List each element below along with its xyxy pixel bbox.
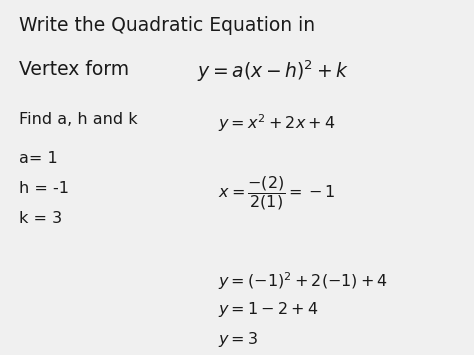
Text: $y = 1 - 2 + 4$: $y = 1 - 2 + 4$: [218, 300, 319, 319]
Text: $y = (-1)^2 + 2(-1) + 4$: $y = (-1)^2 + 2(-1) + 4$: [218, 270, 388, 291]
Text: Vertex form: Vertex form: [19, 60, 129, 80]
Text: $x = \dfrac{-(2)}{2(1)} = -1$: $x = \dfrac{-(2)}{2(1)} = -1$: [218, 174, 336, 212]
Text: Write the Quadratic Equation in: Write the Quadratic Equation in: [19, 16, 315, 35]
Text: $y = a(x-h)^2 + k$: $y = a(x-h)^2 + k$: [197, 59, 349, 84]
Text: $y = 3$: $y = 3$: [218, 330, 258, 349]
Text: $y = x^2 + 2x + 4$: $y = x^2 + 2x + 4$: [218, 112, 336, 133]
Text: k = 3: k = 3: [19, 211, 62, 226]
Text: a= 1: a= 1: [19, 151, 58, 166]
Text: Find a, h and k: Find a, h and k: [19, 112, 137, 127]
Text: h = -1: h = -1: [19, 181, 69, 196]
